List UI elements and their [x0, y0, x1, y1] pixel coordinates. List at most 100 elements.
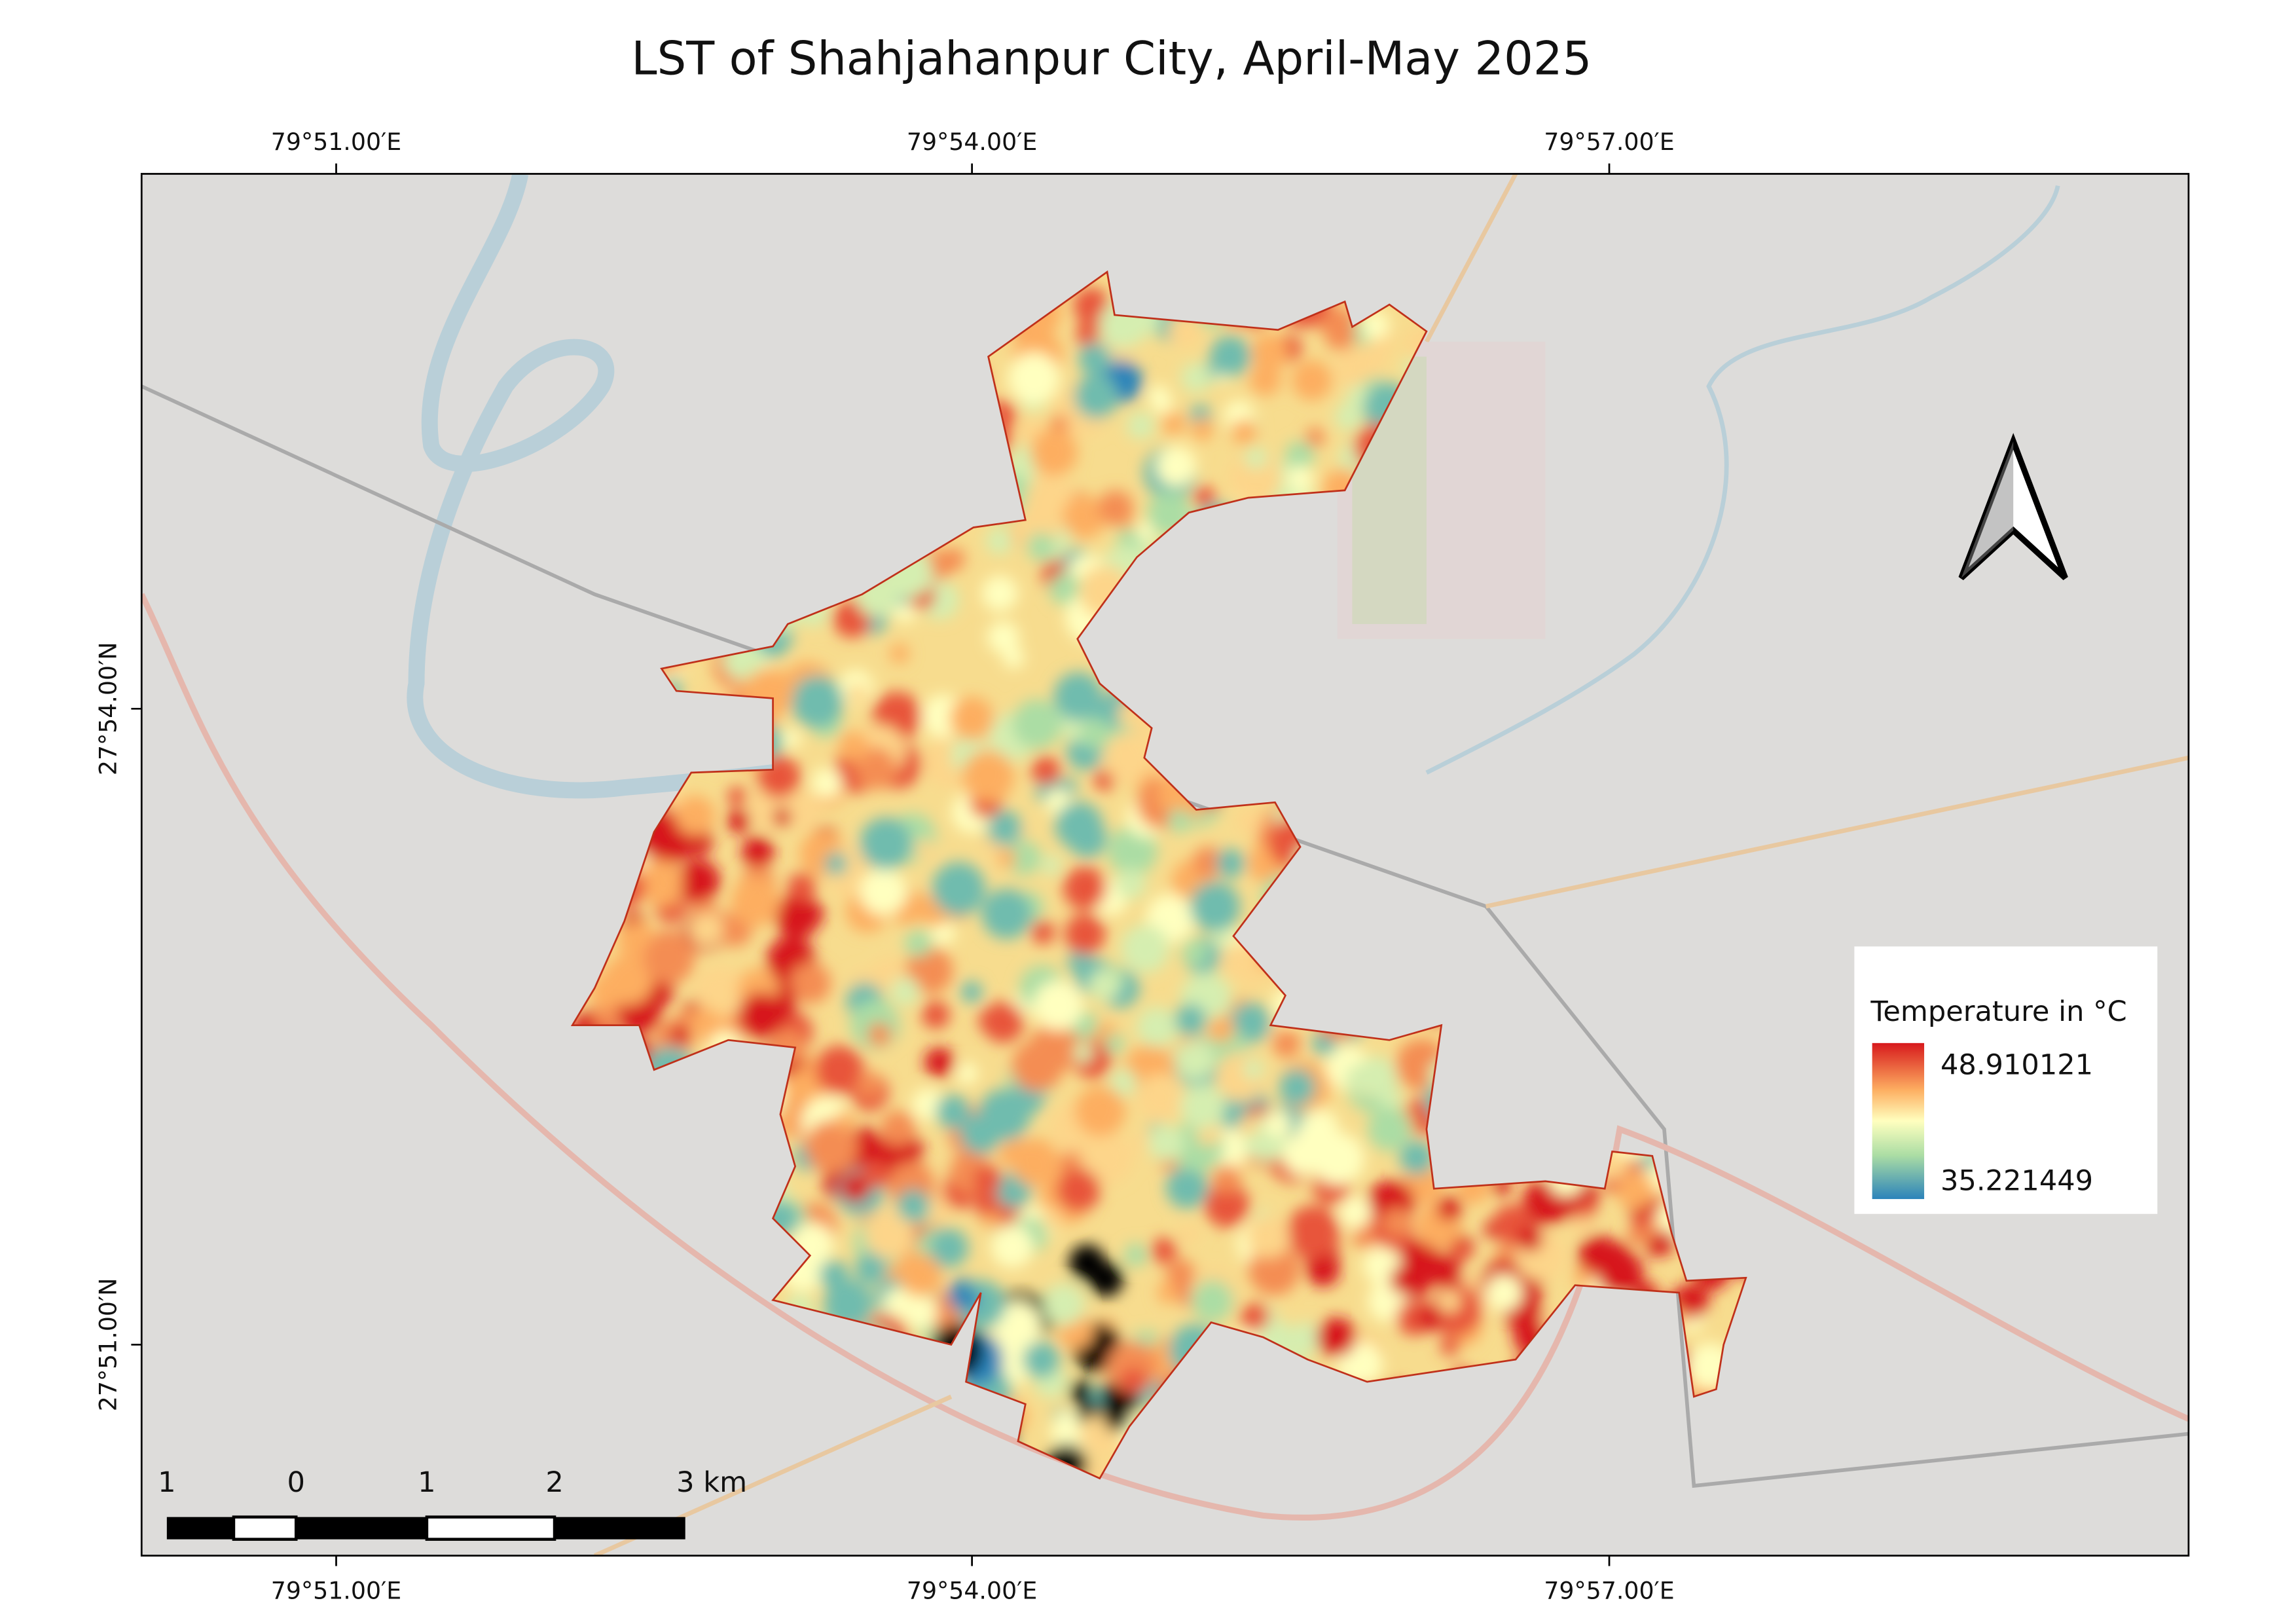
raster-cell	[1282, 1134, 1324, 1176]
legend-title: Temperature in °C	[1870, 995, 2126, 1028]
raster-cell	[962, 750, 1015, 803]
raster-cell	[787, 872, 816, 902]
raster-cell	[1279, 1069, 1316, 1106]
scale-label: 0	[287, 1466, 305, 1499]
raster-cell	[1136, 521, 1156, 540]
raster-cell	[1389, 1266, 1419, 1295]
legend-max: 48.910121	[1941, 1048, 2093, 1081]
raster-cell	[1031, 920, 1055, 944]
raster-cell	[1361, 311, 1390, 340]
scale-segment	[296, 1517, 427, 1540]
raster-cell	[1334, 402, 1363, 431]
raster-cell	[1068, 1244, 1106, 1282]
raster-cell	[1243, 1059, 1264, 1080]
raster-cell	[638, 859, 683, 904]
raster-cell	[1286, 1205, 1340, 1259]
raster-cell	[1191, 1280, 1234, 1322]
north-arrow	[1958, 433, 2068, 580]
bottom-coord-label: 79°57.00′E	[1544, 1576, 1674, 1604]
raster-cell	[1073, 1043, 1093, 1063]
raster-cell	[1023, 1341, 1060, 1378]
raster-cell	[1576, 1200, 1595, 1219]
raster-cell	[1305, 428, 1325, 447]
raster-cell	[985, 527, 1013, 555]
raster-cell	[1311, 1132, 1364, 1185]
raster-cell	[1272, 1029, 1301, 1058]
raster-cell	[1012, 699, 1062, 749]
raster-cell	[1049, 573, 1082, 605]
raster-cell	[991, 1225, 1034, 1268]
top-coord-label: 79°54.00′E	[907, 128, 1037, 156]
raster-cell	[694, 965, 746, 1018]
scale-label: 3 km	[676, 1466, 747, 1499]
raster-cell	[921, 1001, 950, 1029]
north-arrow-shade	[1961, 441, 2014, 578]
raster-cell	[1193, 847, 1224, 877]
raster-cell	[1161, 411, 1186, 435]
raster-cell	[982, 1001, 1024, 1043]
raster-cell	[1031, 756, 1061, 785]
raster-cell	[987, 621, 1020, 654]
raster-cell	[782, 791, 822, 830]
raster-cell	[1230, 1002, 1271, 1043]
raster-cell	[824, 852, 847, 876]
raster-cell	[804, 1120, 858, 1173]
raster-cell	[670, 1025, 690, 1045]
raster-cell	[690, 1008, 721, 1038]
bottom-coord-label: 79°54.00′E	[907, 1576, 1037, 1604]
raster-cell	[1123, 1243, 1148, 1267]
raster-cell	[1229, 451, 1283, 504]
raster-cell	[860, 817, 913, 870]
legend-min: 35.221449	[1941, 1164, 2093, 1197]
raster-cell	[932, 862, 986, 916]
raster-cell	[773, 807, 792, 827]
raster-cell	[1175, 1040, 1215, 1080]
raster-cell	[936, 1094, 970, 1129]
raster-cell	[867, 1022, 892, 1046]
raster-cell	[998, 849, 1017, 868]
raster-cell	[1011, 1040, 1063, 1092]
raster-cell	[643, 932, 695, 984]
bottom-coord-label: 79°51.00′E	[271, 1576, 401, 1604]
raster-cell	[1053, 672, 1103, 722]
raster-cell	[841, 1173, 870, 1203]
scale-label: 1	[418, 1466, 435, 1499]
raster-cell	[731, 877, 781, 927]
raster-cell	[835, 1110, 855, 1130]
raster-cell	[592, 1003, 620, 1031]
raster-cell	[1073, 287, 1110, 324]
map-frame	[140, 173, 2190, 1557]
graticule-ticks: 79°51.00′E 79°54.00′E 79°57.00′E 79°51.0…	[94, 128, 1675, 1604]
raster-cell	[956, 1062, 978, 1084]
raster-cell	[1353, 1223, 1378, 1249]
raster-cell	[775, 893, 820, 939]
raster-cell	[1056, 1168, 1101, 1212]
raster-cell	[1109, 1069, 1138, 1097]
raster-cell	[905, 946, 953, 995]
raster-cell	[814, 1045, 864, 1095]
raster-cell	[1116, 868, 1146, 900]
raster-cell	[1151, 1238, 1177, 1264]
raster-cell	[1383, 1208, 1412, 1236]
raster-cell	[1247, 1215, 1290, 1259]
raster-cell	[889, 644, 909, 664]
raster-cell	[1368, 1107, 1412, 1151]
basemap: Temperature in °C 48.910121 35.221449 1 …	[141, 174, 2189, 1556]
raster-cell	[1181, 363, 1211, 393]
raster-cell	[1175, 1004, 1207, 1036]
raster-cell	[854, 747, 898, 790]
top-coord-label: 79°51.00′E	[271, 128, 401, 156]
raster-cell	[981, 575, 1018, 612]
raster-cell	[949, 696, 994, 741]
raster-cell	[1597, 1250, 1644, 1297]
raster-cell	[1379, 1088, 1402, 1112]
raster-cell	[1212, 1164, 1241, 1194]
raster-cell	[1178, 1223, 1199, 1244]
raster-cell	[1041, 855, 1062, 876]
raster-cell	[1440, 1336, 1459, 1356]
raster-cell	[1181, 939, 1209, 966]
raster-cell	[1006, 840, 1041, 876]
raster-cell	[924, 1047, 955, 1077]
raster-cell	[973, 1165, 1002, 1194]
raster-cell	[1121, 925, 1169, 973]
